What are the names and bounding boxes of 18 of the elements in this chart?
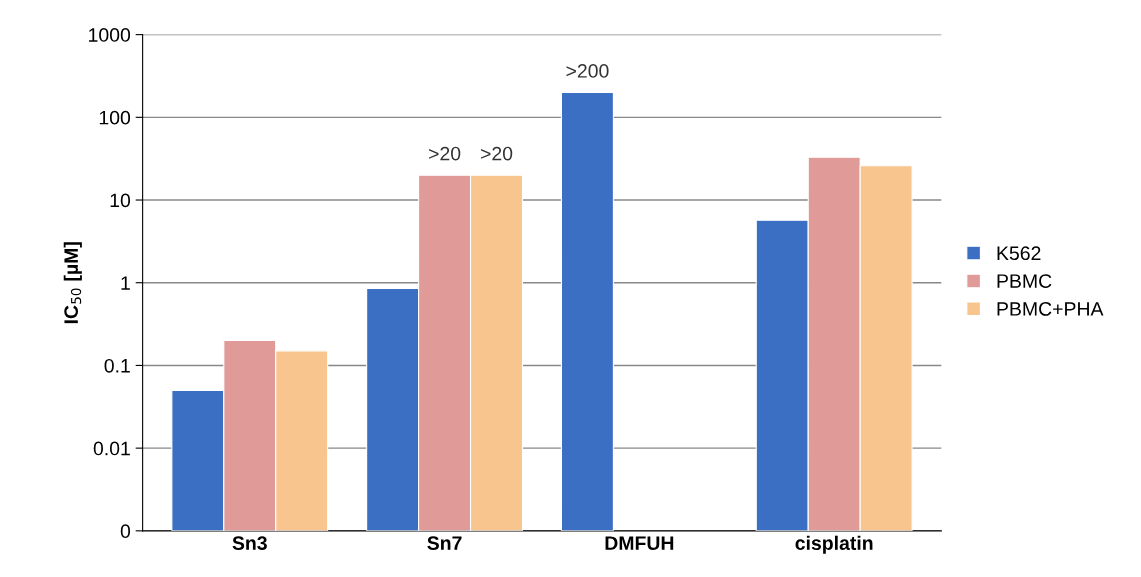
x-tick-label: Sn7 — [427, 536, 462, 550]
x-tick-label: Sn3 — [232, 536, 267, 551]
y-tick-label: 1 — [121, 276, 130, 290]
x-tick-label: cisplatin — [795, 535, 873, 554]
data-label: >20 — [429, 146, 461, 161]
y-tick-label: 10 — [110, 193, 131, 208]
legend-label: K562 — [997, 246, 1041, 261]
data-label: >20 — [480, 146, 513, 161]
y-tick-label: 0.1 — [104, 358, 130, 373]
legend-label: PBMC — [997, 274, 1052, 288]
y-axis-title: IC$_{50}$ [µM] — [63, 242, 82, 324]
y-tick-label: 0.01 — [93, 441, 130, 456]
y-tick-label: 0 — [120, 524, 131, 539]
x-tick-label: DMFUH — [605, 536, 674, 550]
y-tick-label: 1000 — [89, 28, 131, 42]
data-label: >200 — [566, 64, 609, 78]
y-tick-label: 100 — [99, 110, 131, 125]
legend-label: PBMC+PHA — [997, 302, 1104, 316]
